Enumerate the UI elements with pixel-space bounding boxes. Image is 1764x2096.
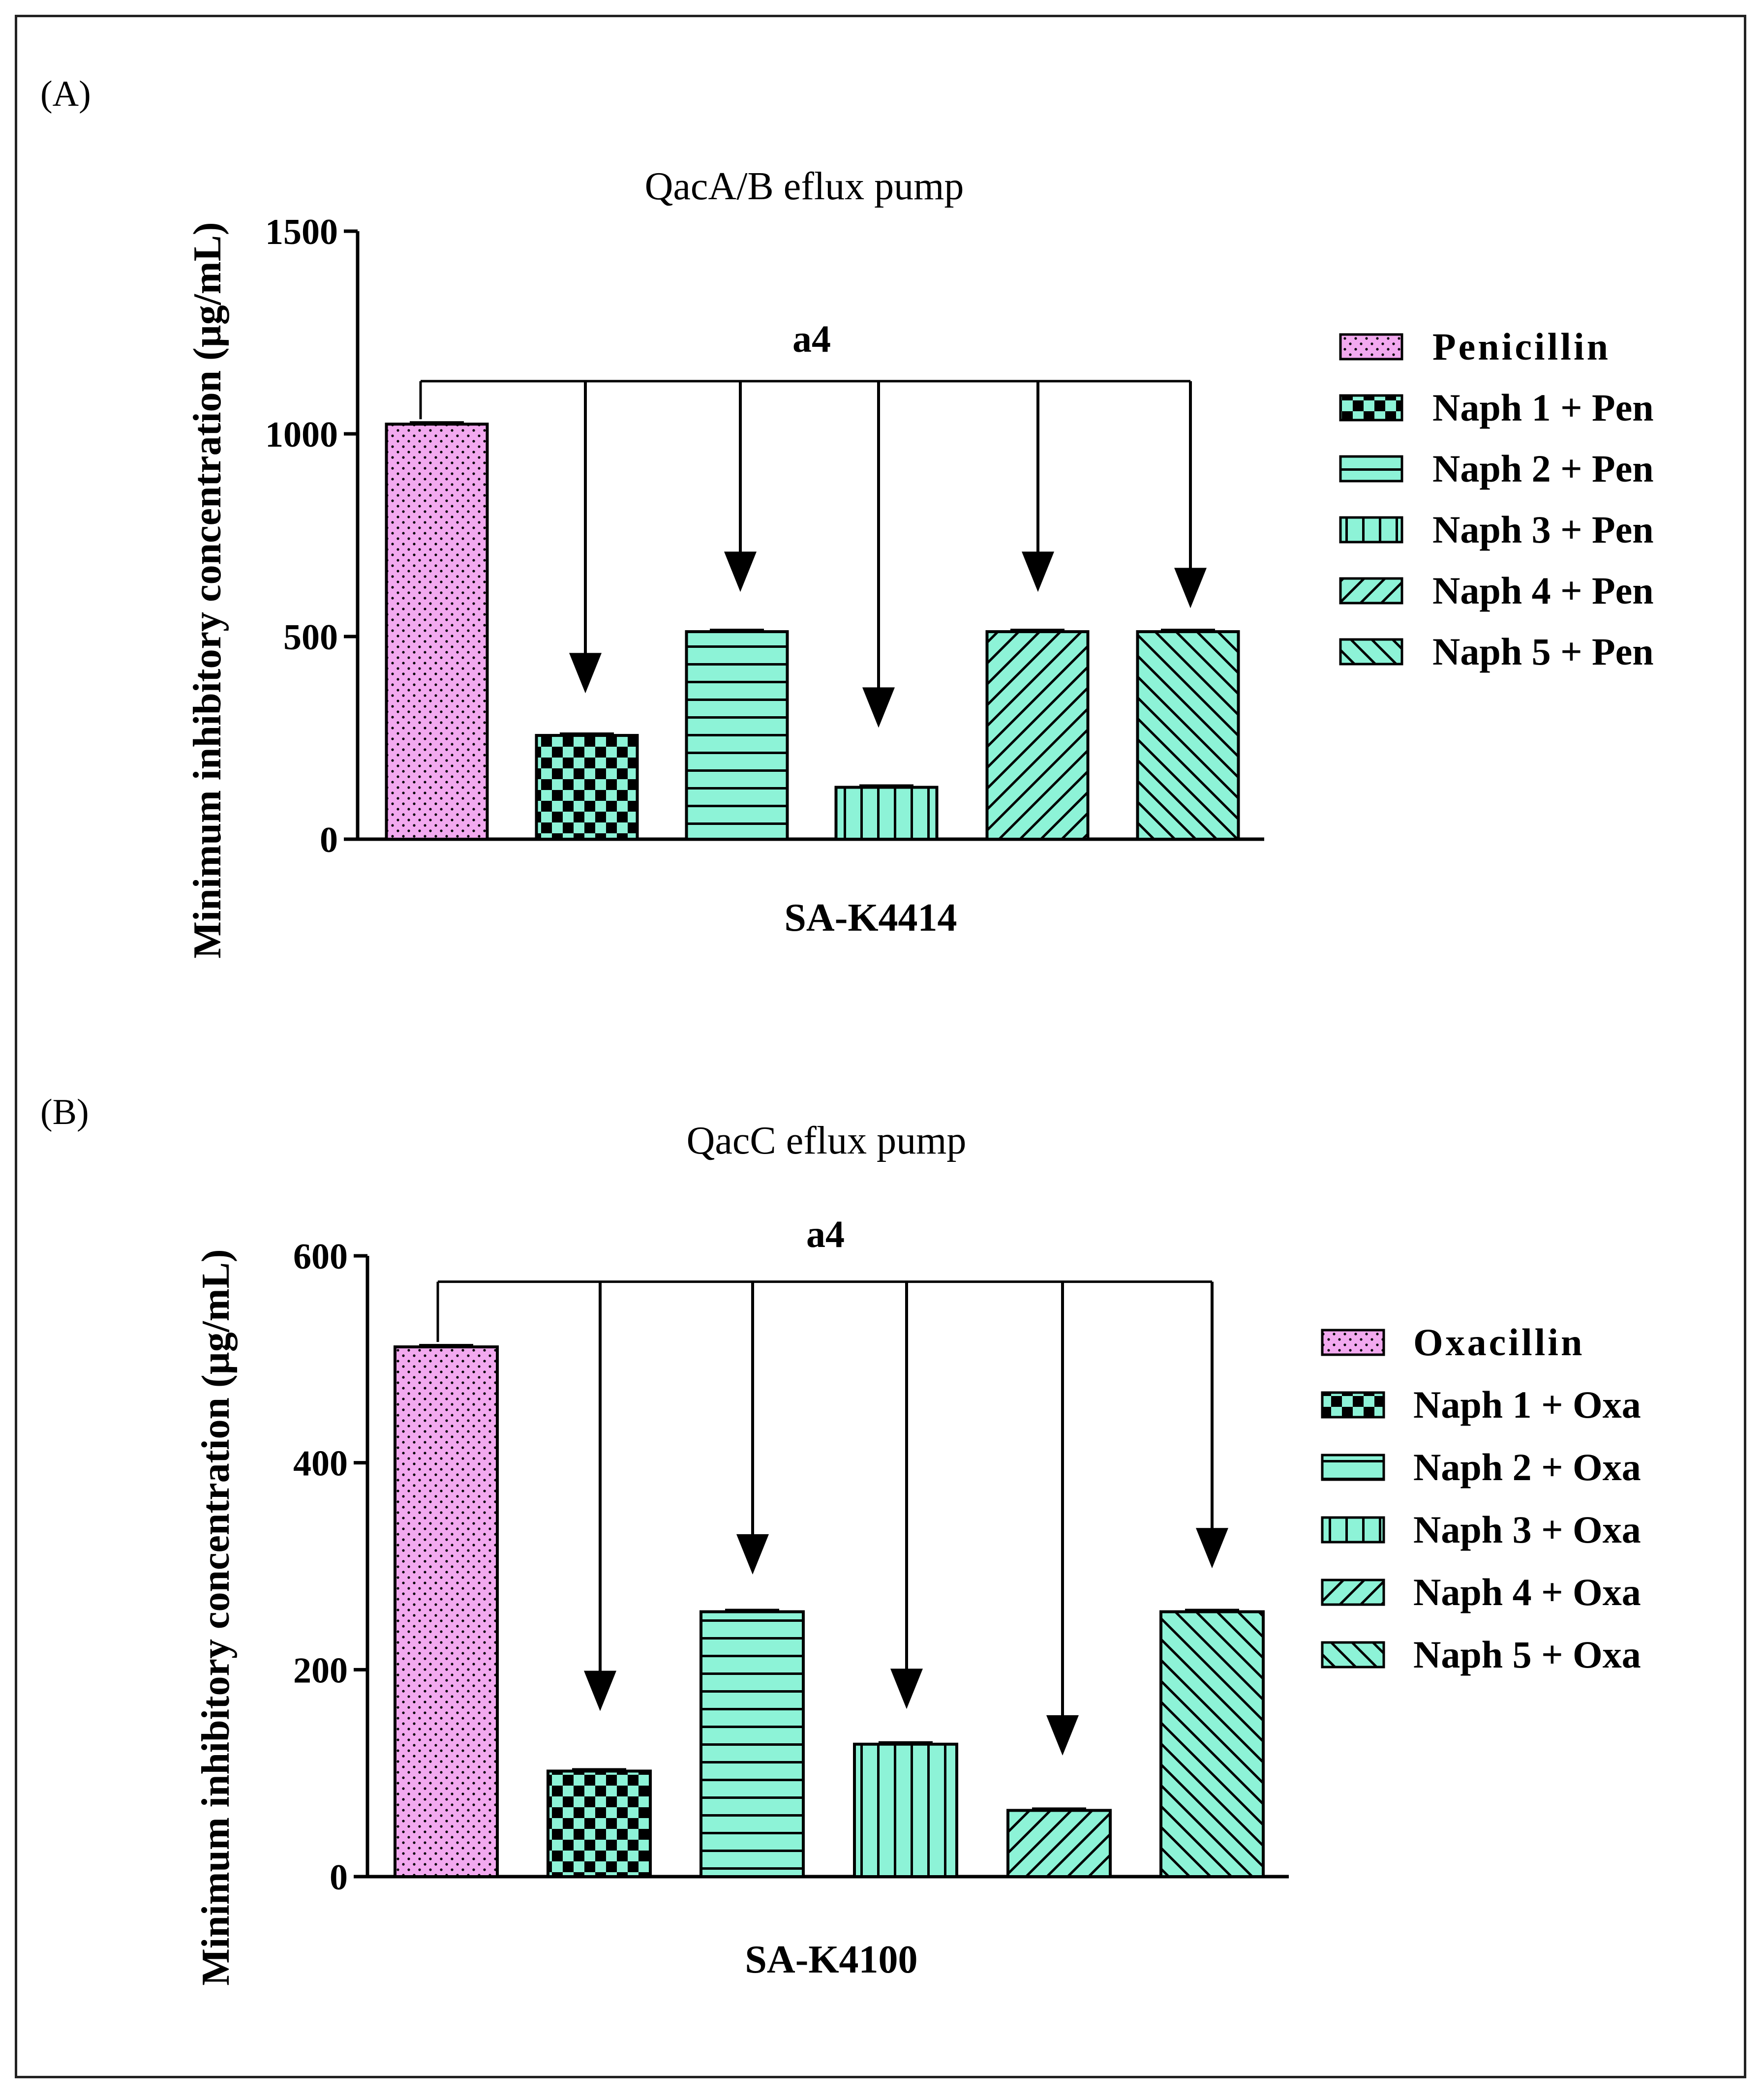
legend-swatch [1321,1579,1385,1606]
x-axis-label: SA-K4414 [784,896,957,940]
y-axis-label: Minimum inhibitory concentration (µg/mL) [186,222,229,958]
legend-label: Oxacillin [1413,1321,1584,1364]
legend-swatch [1321,1641,1385,1669]
y-tick-label: 0 [330,1857,348,1898]
bar [547,1769,652,1878]
bars [385,421,1240,841]
y-tick-label: 0 [320,820,338,860]
legend-swatch [1339,394,1403,422]
legend-label: Naph 1 + Oxa [1413,1383,1641,1426]
legend: Oxacillin Naph 1 + Oxa Naph 2 + Oxa Naph 3 … [1321,1321,1641,1676]
legend-swatch [1339,455,1403,483]
bar [1136,630,1240,841]
arrow-head [736,1534,769,1575]
significance-annotation: a4 [436,1213,1228,1756]
legend-swatch [1321,1454,1385,1481]
arrow-head [862,687,895,728]
bar [985,630,1090,841]
arrow-head [724,551,757,592]
legend-swatch [1321,1329,1385,1356]
y-tick-label: 1000 [265,415,338,455]
chart-title: QacA/B eflux pump [645,165,964,208]
axes: 0 200 400 600 [293,1237,1289,1898]
y-tick-label: 600 [293,1237,348,1277]
arrow-head [569,653,602,694]
bar [394,1345,499,1878]
legend-label: Naph 4 + Pen [1432,569,1654,612]
bar [834,786,939,841]
legend-swatch [1339,333,1403,361]
arrow-head [890,1669,923,1709]
chart-title: QacC eflux pump [687,1119,967,1162]
legend-label: Naph 1 + Pen [1432,386,1654,429]
legend-label: Naph 3 + Pen [1432,508,1654,551]
legend-label: Naph 5 + Pen [1432,630,1654,673]
legend-swatch [1339,516,1403,544]
y-tick-label: 1500 [265,212,338,252]
legend-label: Penicillin [1432,325,1611,368]
legend-label: Naph 3 + Oxa [1413,1508,1641,1551]
axes: 0 500 1000 1500 [265,212,1264,860]
panel-label: (B) [40,1092,89,1132]
legend-label: Naph 2 + Oxa [1413,1446,1641,1488]
bar [1006,1809,1112,1879]
y-tick-label: 400 [293,1444,348,1484]
legend-label: Naph 4 + Oxa [1413,1571,1641,1613]
figure-frame [15,15,1746,2078]
bar [535,734,639,841]
arrow-head [1046,1715,1079,1756]
panel-b: (B) QacC eflux pump Minimum inhibitory c… [40,1092,1641,1986]
bar [853,1742,958,1879]
legend-label: Naph 5 + Oxa [1413,1633,1641,1676]
significance-label: a4 [806,1213,845,1255]
legend-label: Naph 2 + Pen [1432,447,1654,490]
bar [385,423,489,841]
y-tick-label: 500 [283,617,338,658]
panel-a: (A) QacA/B eflux pump Minimum inhibitory… [40,74,1654,959]
significance-annotation: a4 [419,317,1207,728]
y-tick-label: 200 [293,1650,348,1691]
legend: Penicillin Naph 1 + Pen Naph 2 + Pen Naph 3… [1339,325,1654,673]
legend-swatch [1339,638,1403,666]
bar [685,630,789,841]
legend-swatch [1339,577,1403,605]
panel-label: (A) [40,74,91,114]
arrow-head [1174,568,1207,608]
bar [700,1610,805,1878]
y-axis-label: Minimum inhibitory concentration (µg/mL) [194,1249,238,1985]
legend-swatch [1321,1516,1385,1544]
significance-label: a4 [792,317,831,360]
arrow-head [1196,1528,1228,1569]
legend-swatch [1321,1391,1385,1419]
bar [1159,1610,1265,1878]
arrow-head [1022,551,1054,592]
bars [394,1344,1265,1879]
arrow-head [584,1671,616,1711]
x-axis-label: SA-K4100 [745,1938,917,1981]
